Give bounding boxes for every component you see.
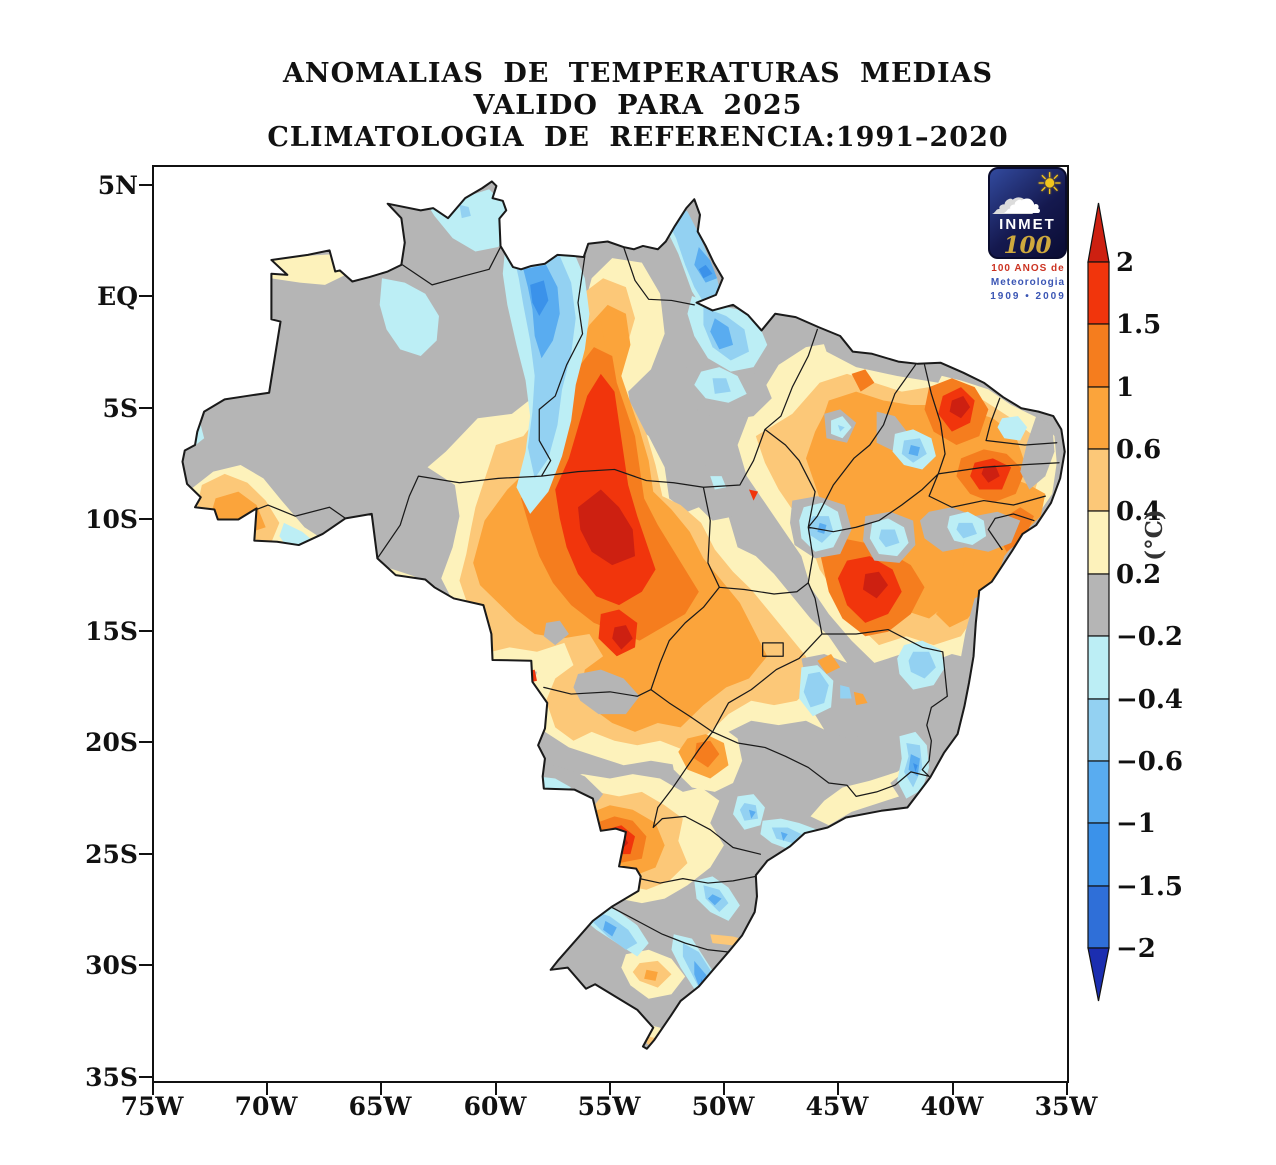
y-axis-label: 30S [85, 951, 138, 980]
y-axis-label: 20S [85, 728, 138, 757]
y-axis-label: 15S [85, 617, 138, 646]
logo-cloud-icon: ☁ [1002, 177, 1042, 223]
title-line-1: ANOMALIAS DE TEMPERATURAS MEDIAS [282, 58, 994, 89]
y-axis-label: 35S [85, 1063, 138, 1092]
colorbar-unit-label: (°C) [1141, 509, 1168, 561]
x-tick [152, 1083, 154, 1095]
level-m1.5-2 [703, 985, 713, 1004]
title-line-3: CLIMATOLOGIA DE REFERENCIA:1991–2020 [267, 122, 1009, 153]
x-axis-label: 55W [577, 1092, 641, 1121]
colorbar-label: 1.5 [1116, 310, 1161, 340]
x-axis-label: 75W [120, 1092, 184, 1121]
x-tick [380, 1083, 382, 1095]
colorbar-segment [1087, 635, 1110, 700]
level-over-2 [578, 396, 1000, 852]
x-tick [495, 1083, 497, 1095]
x-tick [609, 1083, 611, 1095]
x-tick [723, 1083, 725, 1095]
colorbar-label: 0.6 [1116, 435, 1161, 465]
x-tick [952, 1083, 954, 1095]
colorbar: 2 1.5 1 0.6 0.4 0.2 −0.2 −0.4 −0.6 −1 −1… [1087, 202, 1183, 1002]
colorbar-segment [1087, 698, 1110, 762]
y-axis-label: 5S [102, 394, 138, 423]
brazil-anomaly-map [154, 167, 1067, 1081]
x-axis-label: 35W [1034, 1092, 1098, 1121]
y-tick [139, 1076, 152, 1078]
y-axis-label: EQ [97, 282, 138, 311]
y-tick [139, 295, 152, 297]
y-tick [139, 630, 152, 632]
x-axis-label: 60W [463, 1092, 527, 1121]
x-axis-label: 50W [691, 1092, 755, 1121]
y-tick [139, 407, 152, 409]
logo-cloud-icon: ☁ [990, 171, 1036, 225]
colorbar-label: −0.6 [1116, 747, 1183, 777]
map-frame [152, 165, 1069, 1083]
colorbar-label: 0.4 [1116, 497, 1161, 527]
logo-inmet-text: INMET [999, 216, 1056, 233]
colorbar-label: −0.2 [1116, 622, 1183, 652]
level-under-m2 [707, 989, 713, 1001]
logo-sun-icon: ☀ [1036, 167, 1063, 202]
x-axis-label: 65W [348, 1092, 412, 1121]
y-tick [139, 964, 152, 966]
colorbar-bottom-arrow [1087, 947, 1110, 1002]
x-tick [266, 1083, 268, 1095]
colorbar-segment [1087, 323, 1110, 388]
x-tick [837, 1083, 839, 1095]
y-axis-label: 25S [85, 840, 138, 869]
logo-subtitle-2: Meteorologia [990, 277, 1066, 288]
y-tick [139, 184, 152, 186]
colorbar-label: −1 [1116, 809, 1156, 839]
x-axis-label: 40W [920, 1092, 984, 1121]
y-tick [139, 853, 152, 855]
logo-subtitle-3: 1909 • 2009 [990, 291, 1066, 302]
colorbar-segment [1087, 261, 1110, 325]
colorbar-label: 2 [1116, 248, 1134, 278]
colorbar-segment [1087, 885, 1110, 949]
y-tick [139, 741, 152, 743]
logo-100-text: 100 [1003, 232, 1052, 259]
colorbar-segment [1087, 510, 1110, 575]
colorbar-top-arrow [1087, 202, 1110, 263]
title-line-2: VALIDO PARA 2025 [473, 90, 803, 121]
colorbar-label: −2 [1116, 934, 1156, 964]
logo-subtitle-1: 100 ANOS de [991, 263, 1065, 274]
colorbar-segment [1087, 760, 1110, 824]
y-axis-label: 5N [97, 171, 138, 200]
colorbar-segment [1087, 448, 1110, 512]
colorbar-label: −1.5 [1116, 872, 1183, 902]
x-tick [1066, 1083, 1068, 1095]
y-axis-label: 10S [85, 505, 138, 534]
x-axis-label: 70W [234, 1092, 298, 1121]
inner-warm-spots [817, 654, 868, 706]
y-tick [139, 518, 152, 520]
colorbar-segment [1087, 386, 1110, 450]
colorbar-segment [1087, 573, 1110, 637]
chart-title: ANOMALIAS DE TEMPERATURAS MEDIAS VALIDO … [0, 58, 1276, 154]
colorbar-label: 1 [1116, 373, 1134, 403]
x-axis-label: 45W [805, 1092, 869, 1121]
colorbar-label: 0.2 [1116, 560, 1161, 590]
state-borders [255, 246, 1060, 953]
colorbar-label: −0.4 [1116, 685, 1183, 715]
colorbar-segment [1087, 822, 1110, 887]
inmet-logo: ☀ ☁ ☁ INMET 100 [988, 167, 1067, 259]
